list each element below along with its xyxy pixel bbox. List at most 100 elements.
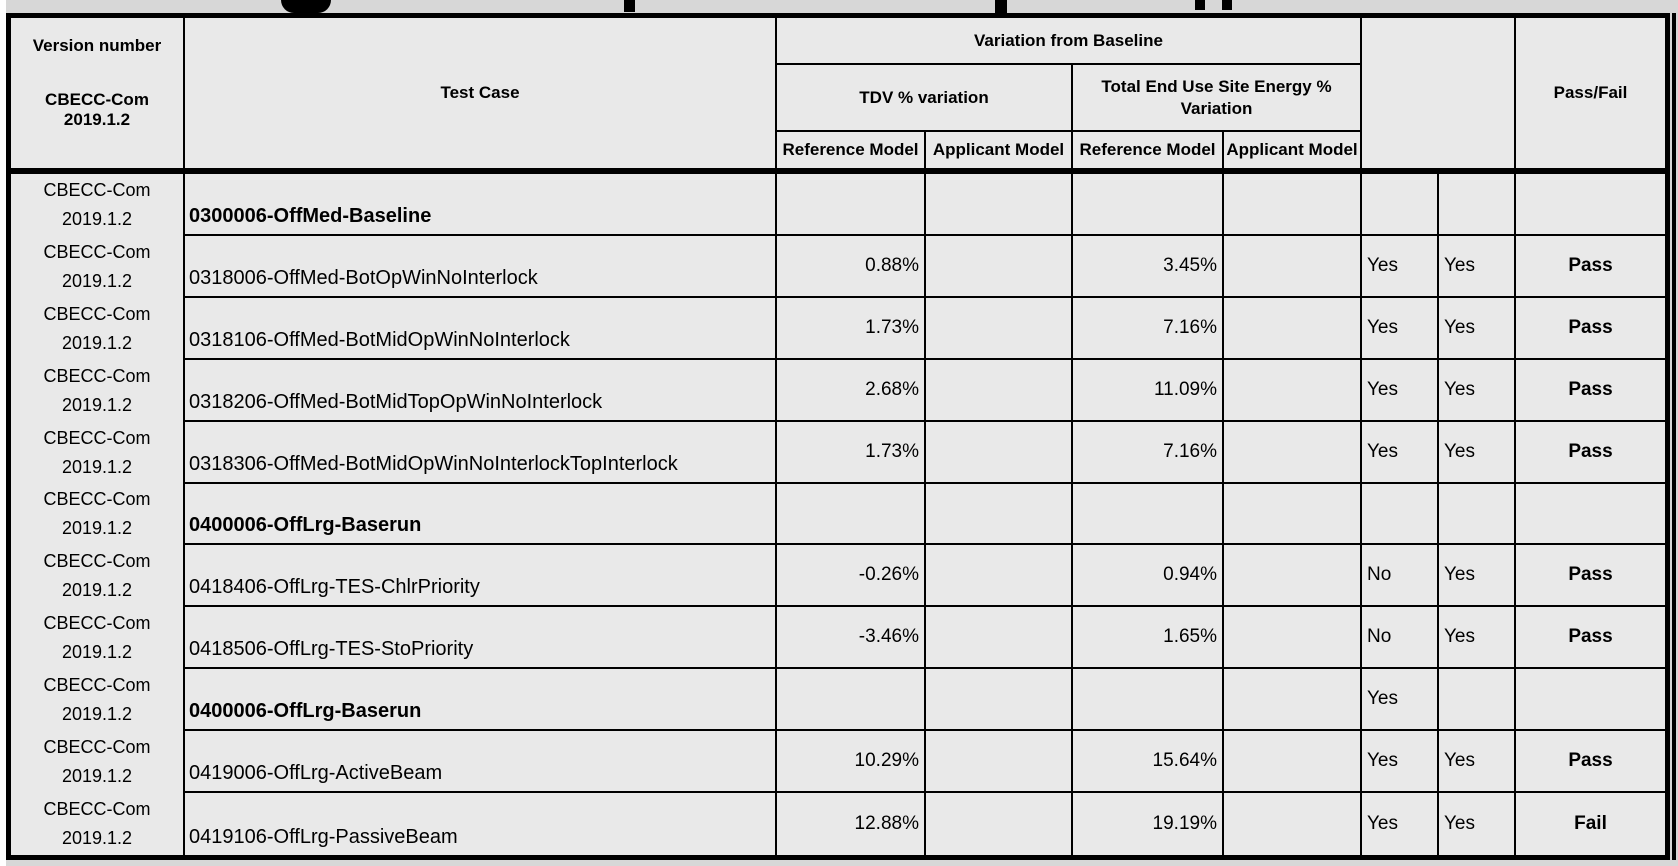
site-applicant-cell <box>1224 793 1362 855</box>
flag2-cell: Yes <box>1439 545 1516 608</box>
version-cell: CBECC-Com 2019.1.2 <box>11 483 185 546</box>
flag1-cell: Yes <box>1362 731 1439 794</box>
test-case-cell: 0318306-OffMed-BotMidOpWinNoInterlockTop… <box>185 421 777 484</box>
version-cell: CBECC-Com 2019.1.2 <box>11 607 185 670</box>
flag1-cell <box>1362 174 1439 236</box>
test-case-header-cell: Test Case <box>185 18 777 168</box>
version-cell-line1: CBECC-Com <box>43 675 151 696</box>
version-header-value: CBECC-Com 2019.1.2 <box>45 90 149 129</box>
flag2-cell: Yes <box>1439 235 1516 298</box>
version-header-label: Version number <box>32 36 162 55</box>
flag2-cell: Yes <box>1439 607 1516 670</box>
version-cell-line1: CBECC-Com <box>43 799 151 820</box>
clipped-title-fragment <box>624 0 635 12</box>
test-results-table: Version number CBECC-Com 2019.1.2 Test C… <box>6 13 1670 860</box>
pass-fail-cell: Pass <box>1516 422 1665 484</box>
version-cell-line2: 2019.1.2 <box>61 270 133 291</box>
pass-fail-cell: Pass <box>1516 236 1665 298</box>
tdv-applicant-cell <box>926 174 1073 236</box>
flag2-cell <box>1439 174 1516 236</box>
version-cell-line2: 2019.1.2 <box>61 642 133 663</box>
version-cell-line2: 2019.1.2 <box>61 828 133 849</box>
version-cell-line1: CBECC-Com <box>43 551 151 572</box>
table-row: CBECC-Com 2019.1.2 0400006-OffLrg-Baseru… <box>11 669 1665 732</box>
tdv-applicant-cell <box>926 235 1073 298</box>
flag2-cell: Yes <box>1439 731 1516 794</box>
version-cell-line1: CBECC-Com <box>43 241 151 262</box>
version-cell-line1: CBECC-Com <box>43 489 151 510</box>
pass-fail-header-cell: Pass/Fail <box>1553 83 1628 102</box>
table-row: CBECC-Com 2019.1.2 0318006-OffMed-BotOpW… <box>11 235 1665 298</box>
table-row: CBECC-Com 2019.1.2 0419106-OffLrg-Passiv… <box>11 793 1665 855</box>
test-case-cell: 0318106-OffMed-BotMidOpWinNoInterlock <box>185 297 777 360</box>
table-row: CBECC-Com 2019.1.2 0318206-OffMed-BotMid… <box>11 359 1665 422</box>
tdv-applicant-cell <box>926 731 1073 794</box>
pass-fail-cell: Pass <box>1516 731 1665 794</box>
pass-fail-cell: Pass <box>1516 360 1665 422</box>
clipped-title-fragment <box>281 0 331 13</box>
site-applicant-cell <box>1224 545 1362 608</box>
tdv-reference-cell: 0.88% <box>777 235 926 298</box>
site-reference-cell: 15.64% <box>1073 731 1224 794</box>
site-reference-cell <box>1073 174 1224 236</box>
version-cell-line1: CBECC-Com <box>43 365 151 386</box>
site-reference-cell: 7.16% <box>1073 421 1224 484</box>
flag2-cell: Yes <box>1439 421 1516 484</box>
version-cell: CBECC-Com 2019.1.2 <box>11 174 185 236</box>
site-applicant-cell <box>1224 359 1362 422</box>
site-applicant-cell <box>1224 483 1362 546</box>
right-edge-line <box>1672 13 1676 860</box>
site-reference-cell: 1.65% <box>1073 607 1224 670</box>
table-header: Version number CBECC-Com 2019.1.2 Test C… <box>11 18 1665 174</box>
flag2-cell: Yes <box>1439 793 1516 855</box>
site-applicant-cell <box>1224 174 1362 236</box>
tdv-reference-cell <box>777 669 926 732</box>
table-row: CBECC-Com 2019.1.2 0419006-OffLrg-Active… <box>11 731 1665 794</box>
version-cell: CBECC-Com 2019.1.2 <box>11 793 185 855</box>
unlabeled-header-cell <box>1362 18 1516 168</box>
tdv-applicant-cell <box>926 359 1073 422</box>
table-row: CBECC-Com 2019.1.2 0400006-OffLrg-Baseru… <box>11 483 1665 546</box>
tdv-reference-cell: -3.46% <box>777 607 926 670</box>
version-cell-line2: 2019.1.2 <box>61 704 133 725</box>
clipped-title-fragment <box>995 0 1007 13</box>
version-cell-line2: 2019.1.2 <box>61 332 133 353</box>
pass-fail-cell: Pass <box>1516 607 1665 670</box>
tdv-reference-cell: 12.88% <box>777 793 926 855</box>
site-reference-cell <box>1073 483 1224 546</box>
variation-group-header: Variation from Baseline <box>777 18 1362 65</box>
version-cell: CBECC-Com 2019.1.2 <box>11 545 185 608</box>
site-reference-cell <box>1073 669 1224 732</box>
site-applicant-cell <box>1224 669 1362 732</box>
flag1-cell: No <box>1362 607 1439 670</box>
flag1-cell: Yes <box>1362 421 1439 484</box>
site-applicant-cell <box>1224 421 1362 484</box>
version-cell-line2: 2019.1.2 <box>61 208 133 229</box>
pass-fail-cell: Fail <box>1574 813 1607 835</box>
flag1-cell: Yes <box>1362 297 1439 360</box>
tdv-reference-model-header: Reference Model <box>777 132 926 168</box>
table-row: CBECC-Com 2019.1.2 0418506-OffLrg-TES-St… <box>11 607 1665 670</box>
tdv-reference-cell: 1.73% <box>777 297 926 360</box>
pass-fail-cell <box>1516 174 1665 236</box>
version-cell: CBECC-Com 2019.1.2 <box>11 359 185 422</box>
flag2-cell: Yes <box>1439 297 1516 360</box>
test-case-cell: 0418506-OffLrg-TES-StoPriority <box>185 607 777 670</box>
table-row: CBECC-Com 2019.1.2 0418406-OffLrg-TES-Ch… <box>11 545 1665 608</box>
site-applicant-cell <box>1224 235 1362 298</box>
version-cell-line2: 2019.1.2 <box>61 394 133 415</box>
site-reference-cell: 3.45% <box>1073 235 1224 298</box>
version-cell: CBECC-Com 2019.1.2 <box>11 297 185 360</box>
site-applicant-cell <box>1224 297 1362 360</box>
flag1-cell <box>1362 483 1439 546</box>
flag1-cell: No <box>1362 545 1439 608</box>
tdv-reference-cell <box>777 483 926 546</box>
flag1-cell: Yes <box>1362 669 1439 732</box>
site-applicant-cell <box>1224 607 1362 670</box>
tdv-applicant-cell <box>926 607 1073 670</box>
tdv-group-header: TDV % variation <box>777 65 1073 132</box>
version-cell-line2: 2019.1.2 <box>61 766 133 787</box>
test-case-cell: 0318206-OffMed-BotMidTopOpWinNoInterlock <box>185 359 777 422</box>
version-cell: CBECC-Com 2019.1.2 <box>11 731 185 794</box>
